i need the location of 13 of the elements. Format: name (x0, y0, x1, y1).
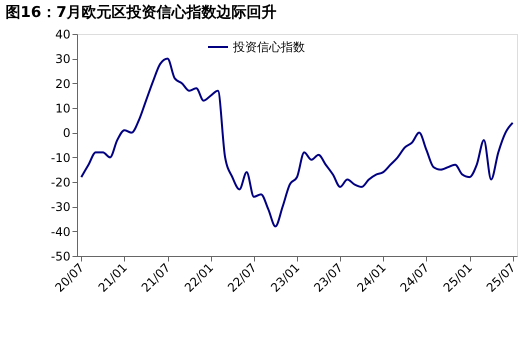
y-tick-label: -40 (50, 224, 70, 239)
y-tick-label: -10 (50, 150, 70, 165)
y-tick-label: -50 (50, 250, 70, 264)
chart-title: 图16：7月欧元区投资信心指数边际回升 (5, 3, 277, 21)
y-tick-label: 30 (55, 52, 70, 66)
y-tick-label: -20 (50, 176, 70, 190)
line-series (80, 58, 514, 228)
y-tick-label: -30 (50, 200, 70, 214)
y-tick-label: 10 (55, 102, 70, 116)
y-tick-label: 20 (55, 76, 70, 91)
y-tick-label: 40 (55, 28, 70, 42)
y-tick-label: 0 (62, 126, 70, 140)
legend-label: 投资信心指数 (232, 40, 305, 54)
